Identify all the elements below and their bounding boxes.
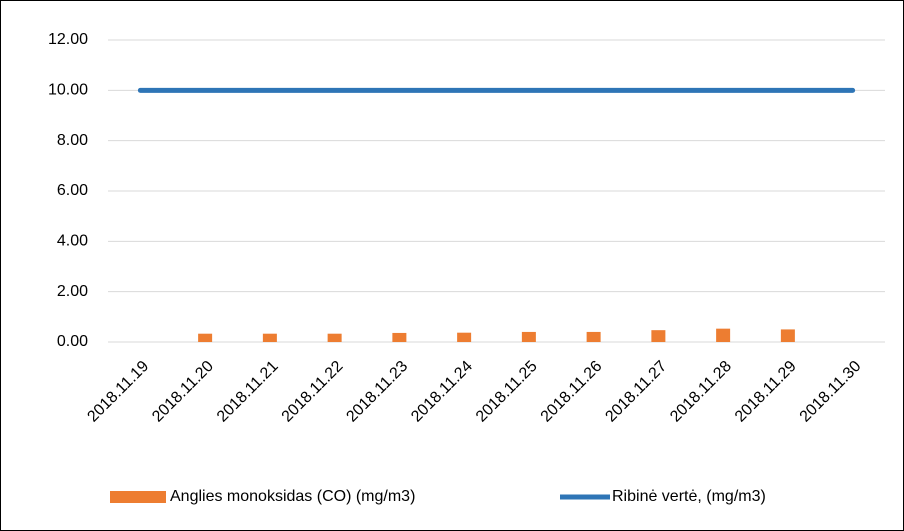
y-tick-label: 4.00: [57, 233, 88, 250]
bar: [780, 329, 795, 342]
bar: [521, 331, 536, 342]
bar: [457, 332, 472, 342]
y-tick-label: 6.00: [57, 182, 88, 199]
y-tick-label: 2.00: [57, 283, 88, 300]
bar: [262, 333, 277, 342]
legend-label: Ribinė vertė, (mg/m3): [612, 488, 766, 505]
y-tick-label: 10.00: [48, 82, 88, 99]
bar: [586, 331, 601, 342]
bar: [716, 328, 731, 342]
bar: [392, 332, 407, 342]
bar: [651, 330, 666, 342]
y-tick-label: 0.00: [57, 333, 88, 350]
legend-label: Anglies monoksidas (CO) (mg/m3): [170, 488, 415, 505]
bar: [327, 333, 342, 342]
bar: [198, 333, 213, 342]
legend-swatch: [110, 491, 166, 503]
y-tick-label: 8.00: [57, 132, 88, 149]
y-tick-label: 12.00: [48, 31, 88, 48]
